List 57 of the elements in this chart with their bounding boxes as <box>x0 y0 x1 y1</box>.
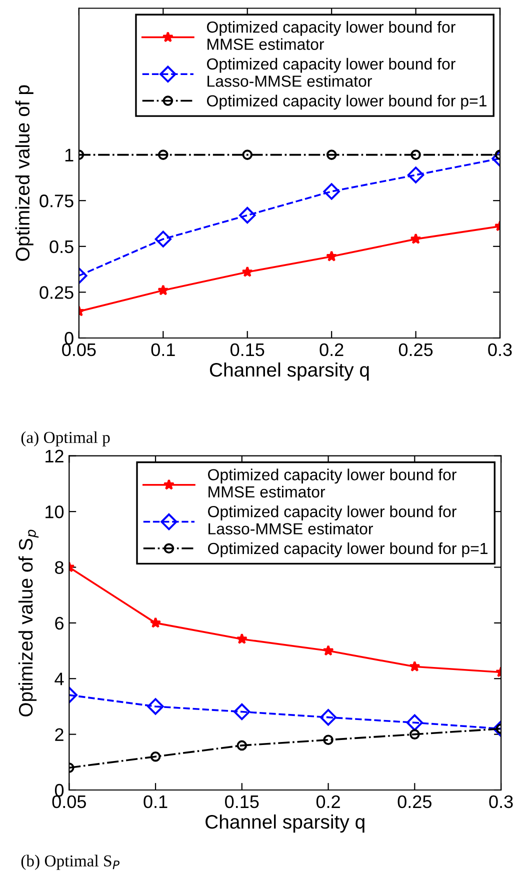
y-tick-label: 6 <box>55 616 64 630</box>
y-tick-label: 0.5 <box>50 240 74 254</box>
point <box>242 150 253 160</box>
text: (b) Optimal S$_{P}$ <box>21 854 120 870</box>
point <box>406 714 423 731</box>
x-tick-label: 0.25 <box>398 795 432 808</box>
x-tick-label: 0.15 <box>225 795 259 808</box>
x-tick-label: 0.05 <box>52 795 86 808</box>
y-tick-label: 0.25 <box>40 286 74 299</box>
point <box>234 703 250 720</box>
x-tick-label: 0.15 <box>230 343 264 356</box>
legend-label: Optimized capacity lower bound for MMSE estimator <box>207 21 456 50</box>
point <box>410 233 422 244</box>
point <box>410 150 421 160</box>
point <box>236 633 248 644</box>
point <box>326 250 338 262</box>
y-tick-label: 0 <box>54 784 64 797</box>
point <box>320 708 337 726</box>
point <box>410 729 420 740</box>
x-tick-label: 0.1 <box>144 795 168 808</box>
point <box>236 740 248 751</box>
x-tick-label: 0.2 <box>320 343 344 356</box>
point <box>409 660 420 672</box>
x-tick-label: 0.2 <box>316 795 340 808</box>
legend-label: Optimized capacity lower bound for Lasso-MMSE estimator <box>207 58 456 87</box>
point <box>326 150 337 160</box>
point <box>407 166 424 184</box>
point <box>323 183 340 200</box>
legend-label: Optimized capacity lower bound for MMSE estimator <box>208 468 456 498</box>
y-tick-label: 2 <box>55 728 64 741</box>
point <box>242 266 253 277</box>
x-tick-label: 0.3 <box>489 795 513 808</box>
point <box>323 734 334 746</box>
point <box>322 644 334 656</box>
y-axis-title: Optimized value of S$_{p}$ <box>18 530 39 716</box>
y-tick-label: 0.75 <box>40 194 74 208</box>
y-tick-label: 1 <box>65 148 74 162</box>
point <box>239 206 256 224</box>
y-tick-label: 10 <box>46 505 64 518</box>
x-tick-label: 0.05 <box>62 343 96 356</box>
legend-label: Optimized capacity lower bound for p=1 <box>208 542 488 558</box>
y-tick-label: 0 <box>64 332 74 345</box>
x-axis-title: Channel sparsity q <box>210 362 369 381</box>
text: (a) Optimal p <box>21 431 110 446</box>
x-tick-label: 0.3 <box>488 343 512 356</box>
y-axis-title: Optimized value of p <box>15 85 34 261</box>
x-tick-label: 0.1 <box>151 343 175 356</box>
y-tick-label: 8 <box>55 561 64 574</box>
x-tick-label: 0.25 <box>398 343 433 356</box>
y-tick-label: 4 <box>54 672 64 686</box>
point <box>158 150 168 160</box>
x-axis-title: Channel sparsity q <box>206 814 364 833</box>
point <box>158 284 169 296</box>
legend-label: Optimized capacity lower bound for p=1 <box>207 94 486 110</box>
point <box>154 230 172 248</box>
y-tick-label: 12 <box>46 450 64 462</box>
legend-label: Optimized capacity lower bound for Lasso-MMSE estimator <box>208 506 456 534</box>
